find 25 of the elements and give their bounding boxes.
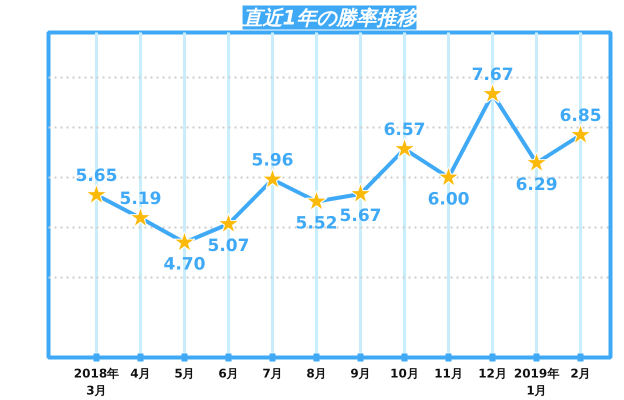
x-tick-label: 11月 xyxy=(434,366,463,380)
x-tick-label: 8月 xyxy=(306,366,327,380)
x-tick-label: 7月 xyxy=(262,366,283,380)
x-tick-label: 2019年 1月 xyxy=(514,366,560,398)
data-label: 7.67 xyxy=(472,65,514,85)
data-label: 5.96 xyxy=(252,150,294,170)
x-tick-label: 2月 xyxy=(570,366,591,380)
x-tick-label: 2018年 3月 xyxy=(74,366,120,398)
x-tick-label: 6月 xyxy=(218,366,239,380)
data-label: 5.07 xyxy=(208,236,250,256)
x-tick-label: 10月 xyxy=(390,366,419,380)
data-label: 6.29 xyxy=(516,175,558,195)
data-label: 5.19 xyxy=(120,189,162,209)
data-label: 6.85 xyxy=(560,106,602,126)
data-label: 4.70 xyxy=(164,254,206,274)
chart-title: 直近1年の勝率推移 xyxy=(242,6,418,30)
data-label: 6.57 xyxy=(384,120,426,140)
x-tick-label: 5月 xyxy=(174,366,195,380)
x-tick-label: 4月 xyxy=(130,366,151,380)
data-label: 5.65 xyxy=(76,166,118,186)
data-label: 6.00 xyxy=(428,190,470,210)
x-tick-label: 9月 xyxy=(350,366,371,380)
data-label: 5.52 xyxy=(296,214,338,234)
data-label: 5.67 xyxy=(340,206,382,226)
x-tick-label: 12月 xyxy=(478,366,507,380)
